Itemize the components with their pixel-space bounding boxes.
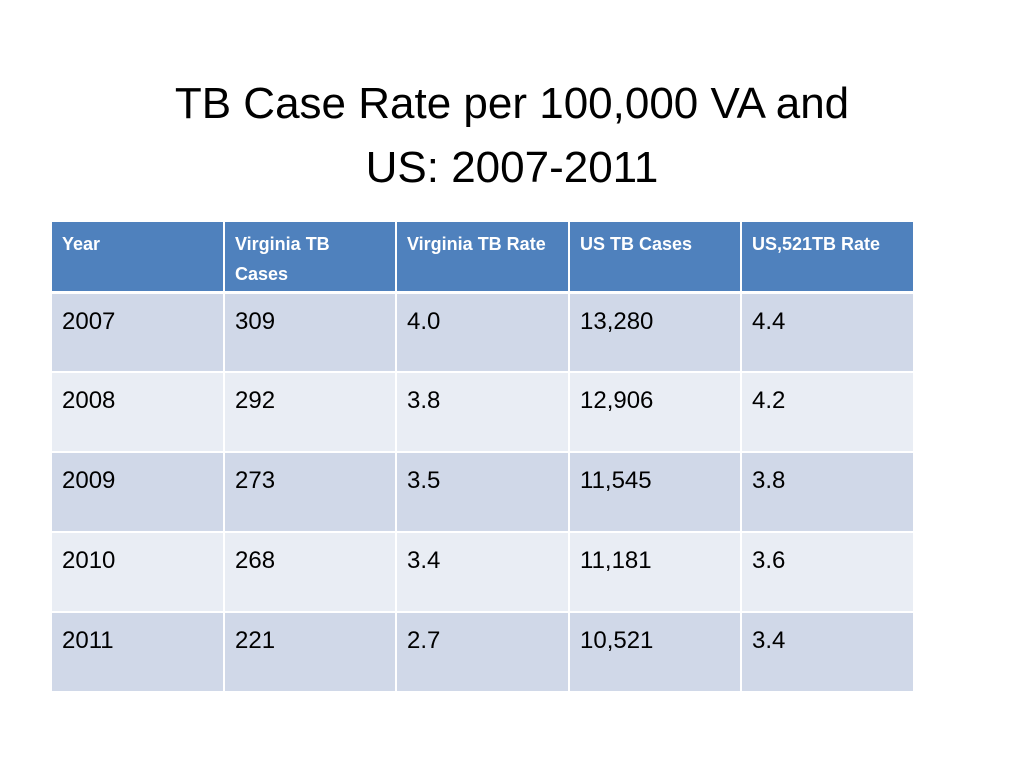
- cell-us-cases: 11,545: [569, 452, 742, 533]
- table-row: 2010 268 3.4 11,181 3.6: [52, 532, 913, 613]
- cell-us-cases: 12,906: [569, 372, 742, 453]
- tb-data-table: Year Virginia TB Cases Virginia TB Rate …: [52, 222, 913, 693]
- header-year: Year: [52, 222, 225, 294]
- cell-virginia-rate: 4.0: [396, 292, 570, 373]
- table-row: 2009 273 3.5 11,545 3.8: [52, 452, 913, 533]
- cell-virginia-cases: 309: [224, 292, 397, 373]
- cell-year: 2007: [52, 292, 225, 373]
- cell-year: 2010: [52, 532, 225, 613]
- cell-us-cases: 13,280: [569, 292, 742, 373]
- cell-virginia-rate: 3.5: [396, 452, 570, 533]
- table-row: 2008 292 3.8 12,906 4.2: [52, 372, 913, 453]
- cell-virginia-rate: 3.4: [396, 532, 570, 613]
- cell-us-rate: 3.4: [741, 612, 913, 693]
- cell-virginia-rate: 2.7: [396, 612, 570, 693]
- cell-virginia-cases: 221: [224, 612, 397, 693]
- cell-virginia-rate: 3.8: [396, 372, 570, 453]
- cell-us-rate: 3.6: [741, 532, 913, 613]
- table-row: 2011 221 2.7 10,521 3.4: [52, 612, 913, 693]
- slide-title-line-1: TB Case Rate per 100,000 VA and: [174, 79, 850, 128]
- header-us-tb-cases: US TB Cases: [569, 222, 742, 294]
- cell-virginia-cases: 273: [224, 452, 397, 533]
- cell-year: 2009: [52, 452, 225, 533]
- cell-year: 2011: [52, 612, 225, 693]
- header-us-tb-rate: US,521TB Rate: [741, 222, 913, 294]
- cell-us-cases: 11,181: [569, 532, 742, 613]
- cell-virginia-cases: 292: [224, 372, 397, 453]
- header-virginia-tb-rate: Virginia TB Rate: [396, 222, 570, 294]
- table-row: 2007 309 4.0 13,280 4.4: [52, 292, 913, 373]
- cell-virginia-cases: 268: [224, 532, 397, 613]
- table-header-row: Year Virginia TB Cases Virginia TB Rate …: [52, 222, 913, 294]
- cell-us-cases: 10,521: [569, 612, 742, 693]
- cell-us-rate: 3.8: [741, 452, 913, 533]
- cell-us-rate: 4.4: [741, 292, 913, 373]
- cell-us-rate: 4.2: [741, 372, 913, 453]
- cell-year: 2008: [52, 372, 225, 453]
- slide-title: TB Case Rate per 100,000 VA and US: 2007…: [60, 72, 964, 200]
- slide-title-line-2: US: 2007-2011: [365, 143, 659, 192]
- header-virginia-tb-cases: Virginia TB Cases: [224, 222, 397, 294]
